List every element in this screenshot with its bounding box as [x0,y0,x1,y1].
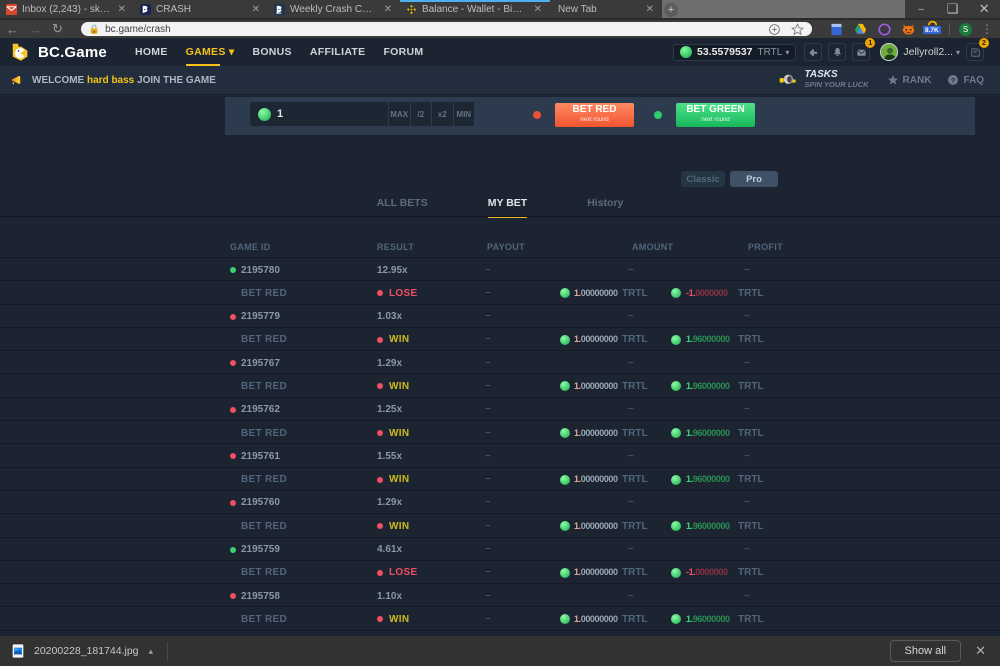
svg-text:?: ? [951,78,955,85]
